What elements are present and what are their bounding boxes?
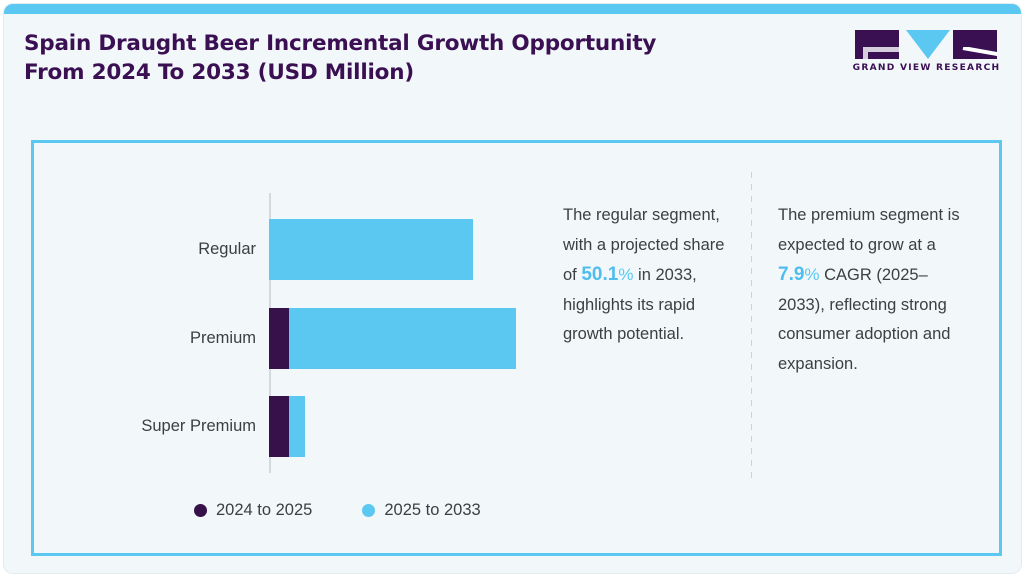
grand-view-research-logo: GRAND VIEW RESEARCH [849, 30, 1004, 80]
bar-segment-premium-2025-2033 [289, 308, 516, 369]
insight-1-part-1: The regular segment, with a projected sh… [563, 206, 725, 284]
bar-category-label-super-premium: Super Premium [141, 417, 256, 435]
logo-marks [849, 30, 1004, 59]
page-title-line-2: From 2024 To 2033 (USD Million) [24, 60, 414, 85]
logo-v-triangle-icon [906, 30, 950, 59]
report-card: Spain Draught Beer Incremental Growth Op… [4, 4, 1021, 573]
bar-segment-regular-2025-2033 [269, 219, 473, 280]
insight-2-highlight-percent: % [804, 265, 820, 284]
logo-wordmark: GRAND VIEW RESEARCH [852, 63, 1001, 73]
bar-segment-super-premium-2025-2033 [289, 396, 305, 457]
logo-r-icon [953, 30, 997, 59]
legend-label-2024-2025: 2024 to 2025 [216, 501, 313, 519]
legend-item-2024-2025: 2024 to 2025 [194, 501, 312, 520]
page-title-line-1: Spain Draught Beer Incremental Growth Op… [24, 31, 657, 56]
card-top-accent-bar [4, 4, 1021, 14]
insight-2-part-1: The premium segment is expected to grow … [778, 206, 960, 254]
logo-g-icon [855, 30, 899, 59]
insight-text-regular: The regular segment, with a projected sh… [563, 201, 739, 350]
bar-category-label-premium: Premium [189, 329, 256, 347]
legend-dot-icon-dark [194, 504, 207, 517]
bar-segment-super-premium-2024-2025 [269, 396, 289, 457]
insight-1-highlight-value: 50.1 [581, 264, 619, 285]
bar-category-label-regular: Regular [198, 240, 256, 258]
bar-chart: Regular Premium Super Premium 20 [34, 143, 554, 553]
bar-segment-premium-2024-2025 [269, 308, 289, 369]
legend-item-2025-2033: 2025 to 2033 [362, 501, 481, 520]
legend-label-2025-2033: 2025 to 2033 [384, 501, 481, 519]
insight-divider [751, 172, 752, 484]
chart-panel: Regular Premium Super Premium 20 [31, 140, 1002, 556]
insight-2-part-2: CAGR (2025–2033), reflecting strong cons… [778, 266, 951, 373]
page-title: Spain Draught Beer Incremental Growth Op… [24, 29, 724, 87]
insight-text-premium: The premium segment is expected to grow … [778, 201, 970, 379]
legend-dot-icon-light [362, 504, 376, 517]
insight-2-highlight-value: 7.9 [778, 264, 805, 285]
chart-legend: 2024 to 2025 2025 to 2033 [194, 501, 531, 520]
insight-1-part-2: in 2033, highlights its rapid growth pot… [563, 266, 697, 343]
insight-1-highlight-percent: % [618, 265, 634, 284]
